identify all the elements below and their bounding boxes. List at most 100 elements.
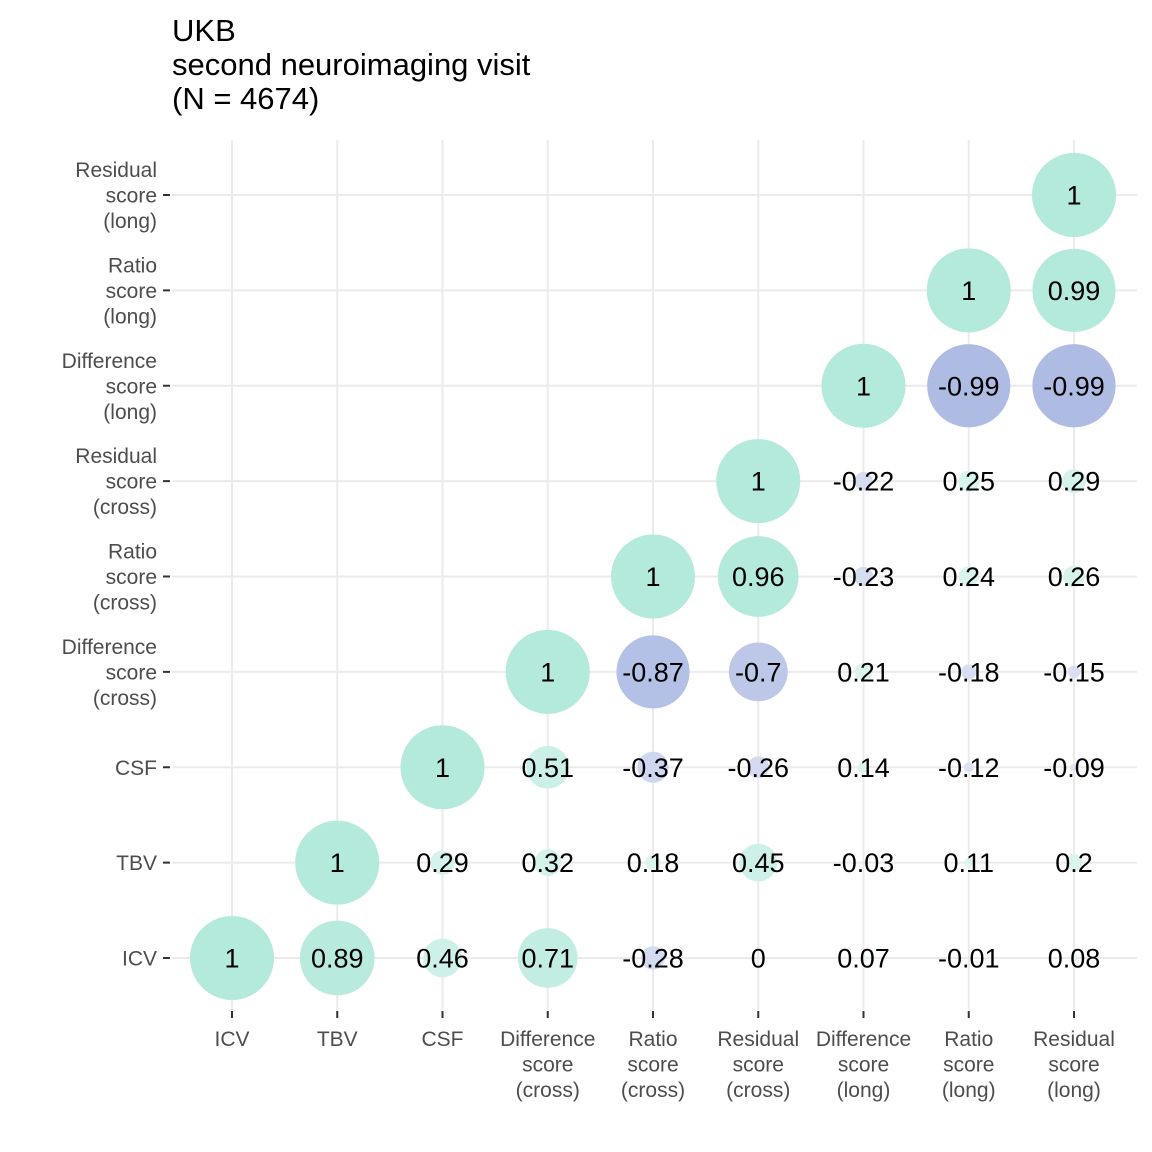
x-tick-label: Residual xyxy=(1033,1028,1115,1051)
x-tick-label: score xyxy=(943,1054,994,1077)
correlation-bubble xyxy=(190,916,274,1000)
correlation-value-label: -0.87 xyxy=(622,657,684,687)
correlation-bubble xyxy=(534,849,562,877)
correlation-value-label: -0.37 xyxy=(622,753,684,783)
correlation-value-label: 1 xyxy=(330,848,345,878)
correlation-value-label: -0.28 xyxy=(622,944,684,974)
correlation-bubble xyxy=(716,439,801,524)
correlation-value-label: -0.12 xyxy=(938,753,1000,783)
correlation-bubble xyxy=(821,343,906,428)
x-tick-label: (cross) xyxy=(621,1079,685,1102)
x-tick-label: score xyxy=(733,1054,784,1077)
y-tick-label: Ratio xyxy=(108,254,157,277)
x-tick-label: score xyxy=(1048,1054,1099,1077)
y-tick-label: (long) xyxy=(103,305,157,328)
correlation-value-label: -0.99 xyxy=(938,371,1000,401)
y-tick-label: score xyxy=(106,280,157,303)
correlation-value-label: 0.18 xyxy=(627,848,680,878)
y-tick-label: CSF xyxy=(115,757,157,780)
correlation-bubble xyxy=(423,938,462,978)
correlation-value-label: -0.26 xyxy=(727,753,789,783)
x-tick-label: Difference xyxy=(816,1028,911,1051)
correlation-value-label: 1 xyxy=(961,276,976,306)
correlation-value-label: 0.26 xyxy=(1048,562,1101,592)
correlation-value-label: 0.08 xyxy=(1048,944,1101,974)
x-tick-label: score xyxy=(838,1054,889,1077)
correlation-value-label: 0.29 xyxy=(416,848,469,878)
y-tick-label: (long) xyxy=(103,401,157,424)
correlation-bubble xyxy=(1070,954,1078,962)
correlation-bubble xyxy=(1032,248,1116,332)
correlation-bubble xyxy=(961,664,977,680)
y-tick-label: score xyxy=(106,375,157,398)
correlation-value-label: 1 xyxy=(224,944,239,974)
x-tick-label: Residual xyxy=(717,1028,799,1051)
correlation-bubble xyxy=(295,820,380,905)
title-line: second neuroimaging visit xyxy=(172,47,531,82)
x-tick-label: Difference xyxy=(500,1028,595,1051)
x-tick-label: CSF xyxy=(422,1028,464,1051)
x-axis-labels: ICV TBV CSF Differencescore(cross)Ratioscor… xyxy=(214,1011,1115,1102)
correlation-value-label: 0.24 xyxy=(942,562,995,592)
correlation-value-label: 0.21 xyxy=(837,657,890,687)
correlation-bubble xyxy=(400,725,485,810)
correlation-bubble xyxy=(299,920,375,996)
correlation-bubble xyxy=(857,761,870,774)
correlation-value-label: 1 xyxy=(856,371,871,401)
correlation-value-label: 1 xyxy=(540,657,555,687)
correlation-bubble xyxy=(1063,565,1085,588)
correlation-bubble xyxy=(963,762,974,773)
correlation-bubble xyxy=(1067,665,1081,679)
correlation-value-label: 0.89 xyxy=(311,944,364,974)
y-axis-labels: ICVTBVCSFDifferencescore(cross)Ratioscor… xyxy=(62,159,170,971)
y-tick-label: (cross) xyxy=(93,496,157,519)
correlation-bubble xyxy=(641,946,665,970)
correlation-value-label: -0.03 xyxy=(833,848,895,878)
correlation-value-label: 0.71 xyxy=(521,944,574,974)
x-tick-label: (cross) xyxy=(726,1079,790,1102)
x-tick-label: score xyxy=(627,1054,678,1077)
x-tick-label: (long) xyxy=(942,1079,996,1102)
x-tick-label: Ratio xyxy=(628,1028,677,1051)
correlation-bubble xyxy=(1070,763,1078,772)
correlation-value-label: -0.09 xyxy=(1043,753,1105,783)
correlation-bubble xyxy=(926,248,1011,333)
correlation-value-label: 1 xyxy=(1066,181,1081,211)
correlation-bubble xyxy=(927,344,1011,428)
correlation-bubble xyxy=(854,663,873,681)
correlation-value-label: -0.01 xyxy=(938,944,1000,974)
correlation-value-label: 0.45 xyxy=(732,848,785,878)
correlation-value-label: 0.29 xyxy=(1048,467,1101,497)
x-tick-label: (cross) xyxy=(516,1079,580,1102)
correlation-value-label: -0.18 xyxy=(938,657,1000,687)
correlation-bubble xyxy=(526,745,570,789)
correlation-bubble xyxy=(1065,854,1083,872)
correlation-value-label: -0.7 xyxy=(735,657,782,687)
correlation-bubble xyxy=(430,850,455,875)
correlation-bubble xyxy=(517,928,578,988)
correlation-value-label: -0.23 xyxy=(833,562,895,592)
correlation-value-label: 1 xyxy=(645,562,660,592)
correlation-bubble xyxy=(645,855,661,871)
bubbles: 1 0.89 0.46 0.71 -0.28 0 0.07 -0.01 0.08 1 0.29 0.3… xyxy=(190,153,1116,1000)
correlation-value-label: 0.46 xyxy=(416,944,469,974)
correlation-bubble xyxy=(853,566,874,587)
y-tick-label: score xyxy=(106,185,157,208)
correlation-value-label: 0.11 xyxy=(943,848,994,878)
correlation-value-label: 0.25 xyxy=(942,467,995,497)
title-line: (N = 4674) xyxy=(172,81,319,116)
correlation-bubble xyxy=(968,957,970,959)
y-tick-label: Difference xyxy=(62,636,157,659)
y-tick-label: score xyxy=(106,471,157,494)
correlation-bubble xyxy=(505,629,590,714)
y-tick-label: Residual xyxy=(75,159,157,182)
correlation-bubble xyxy=(860,955,867,961)
correlation-bubble xyxy=(1061,468,1087,494)
correlation-bubble xyxy=(1032,153,1116,237)
correlation-bubble xyxy=(717,536,799,617)
y-tick-label: (cross) xyxy=(93,687,157,710)
y-tick-label: (cross) xyxy=(93,592,157,615)
y-tick-label: (long) xyxy=(103,210,157,233)
